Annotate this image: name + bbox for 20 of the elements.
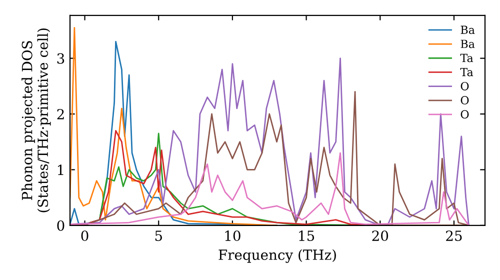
y-tick-label: 0 [57,220,64,231]
x-axis-title: Frequency (THz) [218,249,336,263]
x-tick-label: 5 [155,230,162,242]
x-tick-label: 20 [372,230,388,242]
x-tick-label: 10 [225,230,240,242]
legend-label: Ta [460,68,474,76]
legend-label: Ta [460,54,474,62]
legend-label: O [460,96,469,104]
x-tick-label: 15 [299,230,314,242]
y-tick-label: 2 [57,108,64,120]
x-tick-label: 0 [81,230,88,242]
line-series [70,152,470,226]
y-axis-title: Phonon projected DOS (States/THz·primitive cell) [22,28,51,212]
legend-label: Ba [460,40,475,48]
y-tick-label: 1 [58,164,64,175]
legend-label: O [460,82,469,90]
legend-label: O [460,110,469,119]
legend-label: Ba [460,26,475,34]
x-tick-label: 25 [446,230,462,242]
y-tick-label: 3 [57,53,64,64]
